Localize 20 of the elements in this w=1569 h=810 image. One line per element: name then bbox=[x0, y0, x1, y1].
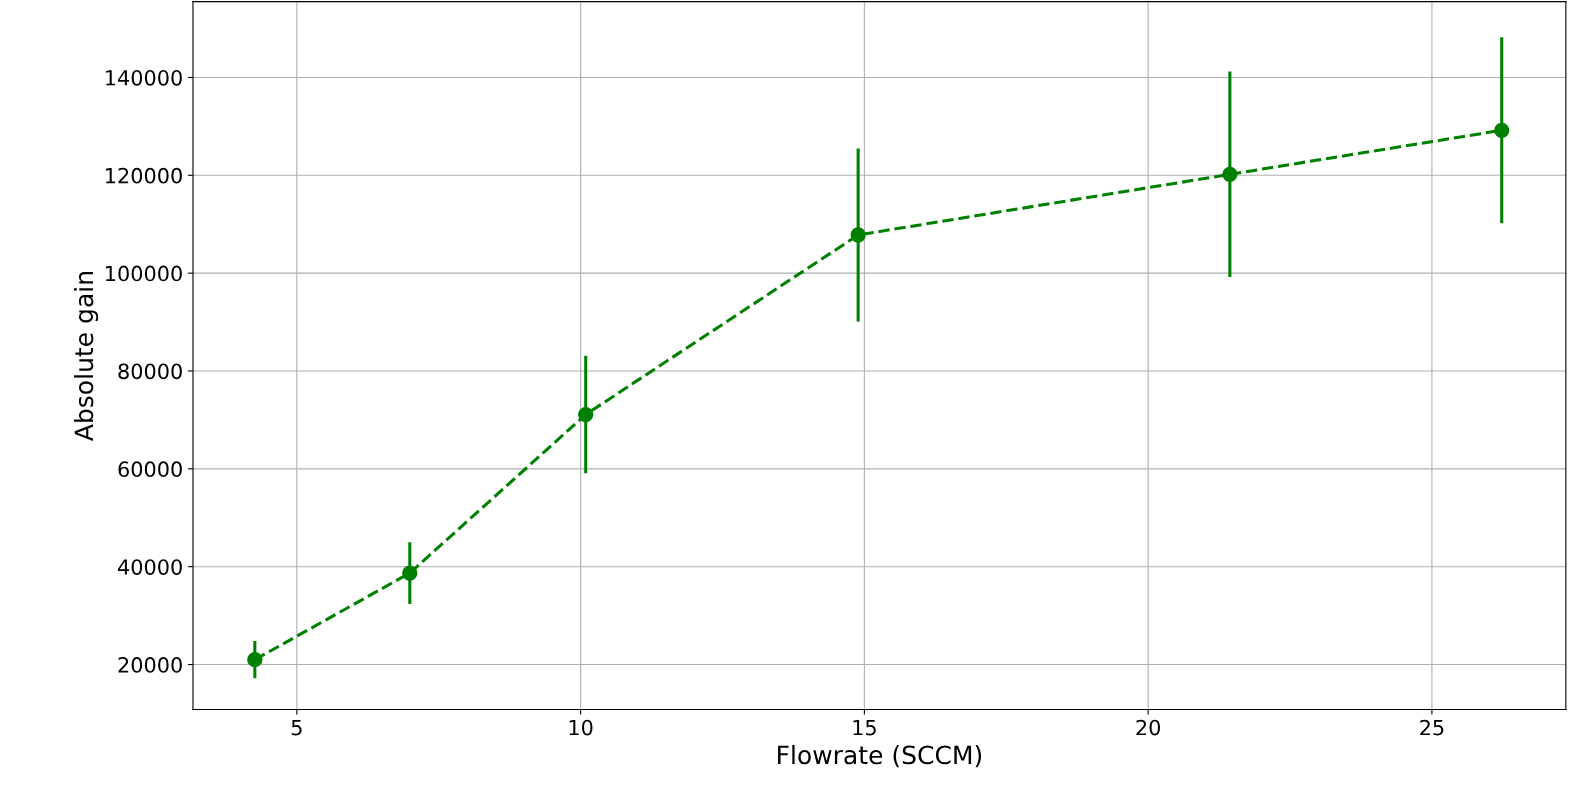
y-axis-title: Absolute gain bbox=[73, 272, 99, 441]
x-axis-title: Flowrate (SCCM) bbox=[778, 745, 982, 768]
y-tick-label: 120000 bbox=[106, 167, 182, 184]
y-tick-label: 40000 bbox=[118, 559, 182, 575]
y-tick-label: 80000 bbox=[118, 363, 182, 380]
x-tick-label: 5 bbox=[291, 719, 302, 736]
point bbox=[247, 652, 263, 668]
point bbox=[402, 565, 418, 581]
x-tick-label: 20 bbox=[1136, 719, 1161, 736]
point bbox=[578, 406, 594, 423]
x-tick-label: 15 bbox=[853, 719, 876, 736]
point bbox=[850, 227, 866, 243]
y-tick-label: 20000 bbox=[118, 657, 182, 673]
y-tick-label: 60000 bbox=[118, 461, 182, 478]
y-tick-label: 100000 bbox=[106, 265, 182, 282]
y-tick-label: 140000 bbox=[106, 69, 182, 86]
point bbox=[1222, 166, 1238, 182]
x-tick-label: 25 bbox=[1420, 719, 1444, 736]
x-tick-label: 10 bbox=[569, 719, 593, 736]
point bbox=[1494, 122, 1510, 138]
